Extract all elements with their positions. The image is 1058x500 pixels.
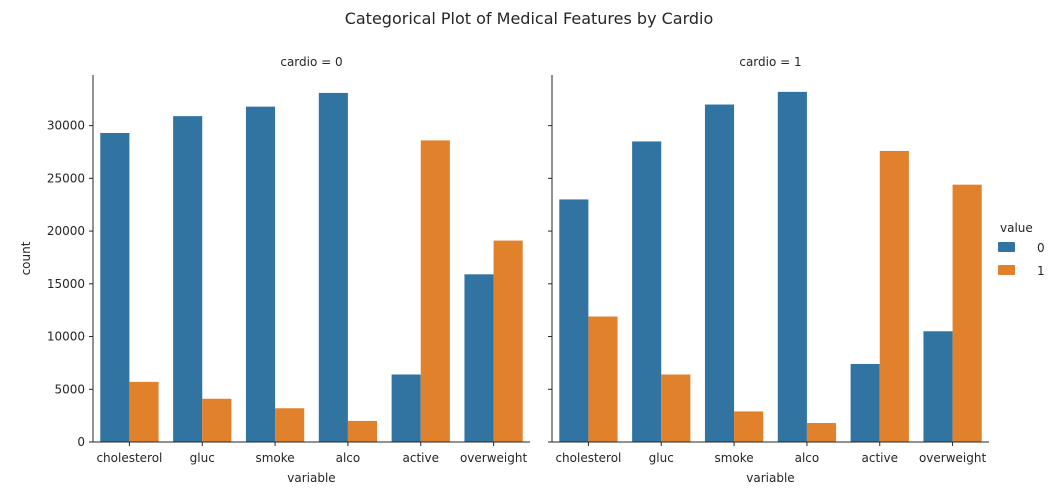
y-tick-label: 5000 [54, 382, 85, 396]
x-tick-label: alco [336, 451, 361, 465]
x-tick-label: gluc [190, 451, 215, 465]
bar-gluc-value-0 [632, 141, 662, 442]
legend-label-0: 0 [1037, 241, 1045, 255]
bar-overweight-value-1 [952, 184, 982, 442]
x-tick-label: smoke [255, 451, 294, 465]
y-tick-label: 25000 [47, 171, 85, 185]
bar-cholesterol-value-0 [559, 199, 589, 442]
legend-swatch-1 [998, 265, 1015, 275]
chart-title: Categorical Plot of Medical Features by … [345, 9, 714, 28]
legend-title: value [1000, 221, 1033, 235]
y-tick-label: 30000 [47, 119, 85, 133]
y-tick-label: 0 [77, 435, 85, 449]
x-tick-label: active [862, 451, 898, 465]
bar-alco-value-0 [777, 91, 807, 443]
chart-legend: value 0 1 [998, 221, 1045, 278]
panel-0: cardio = 0 0 5000 10000 15000 20000 25000 30000… [19, 55, 530, 485]
x-tick-label: alco [795, 451, 820, 465]
y-tick-label: 10000 [47, 330, 85, 344]
x-axis-label: variable [287, 471, 335, 485]
panel-1: cardio = 1 cholesterol gluc smoke alco active… [548, 55, 989, 485]
x-tick-label: overweight [919, 451, 987, 465]
bar-alco-value-1 [806, 423, 837, 442]
y-tick-label: 15000 [47, 277, 85, 291]
bar-cholesterol-value-1 [588, 316, 618, 442]
bar-smoke-value-0 [704, 104, 735, 442]
bar-smoke-value-0 [245, 106, 276, 442]
bar-active-value-1 [879, 150, 909, 442]
legend-swatch-0 [998, 242, 1015, 252]
panel-title-0: cardio = 0 [280, 55, 342, 69]
bar-active-value-0 [391, 374, 421, 442]
panel-title-1: cardio = 1 [739, 55, 801, 69]
legend-label-1: 1 [1037, 264, 1045, 278]
bar-active-value-0 [850, 363, 880, 442]
x-tick-label: smoke [714, 451, 753, 465]
x-tick-label: active [403, 451, 439, 465]
bar-active-value-1 [420, 140, 450, 442]
x-tick-label: gluc [649, 451, 674, 465]
bar-smoke-value-1 [275, 408, 305, 442]
x-tick-label: cholesterol [96, 451, 162, 465]
x-axis-label: variable [746, 471, 794, 485]
bar-overweight-value-0 [923, 331, 953, 442]
bar-gluc-value-1 [661, 374, 691, 442]
bar-gluc-value-0 [173, 116, 203, 442]
bar-overweight-value-0 [464, 274, 494, 442]
bar-cholesterol-value-0 [100, 133, 130, 442]
y-axis-label: count [19, 241, 33, 275]
bar-gluc-value-1 [202, 398, 232, 442]
bar-cholesterol-value-1 [129, 381, 159, 442]
bar-overweight-value-1 [493, 240, 523, 442]
x-tick-label: overweight [460, 451, 528, 465]
y-tick-label: 20000 [47, 224, 85, 238]
bar-alco-value-1 [347, 420, 378, 442]
bar-smoke-value-1 [734, 411, 764, 442]
x-tick-label: cholesterol [555, 451, 621, 465]
bar-alco-value-0 [318, 92, 348, 443]
